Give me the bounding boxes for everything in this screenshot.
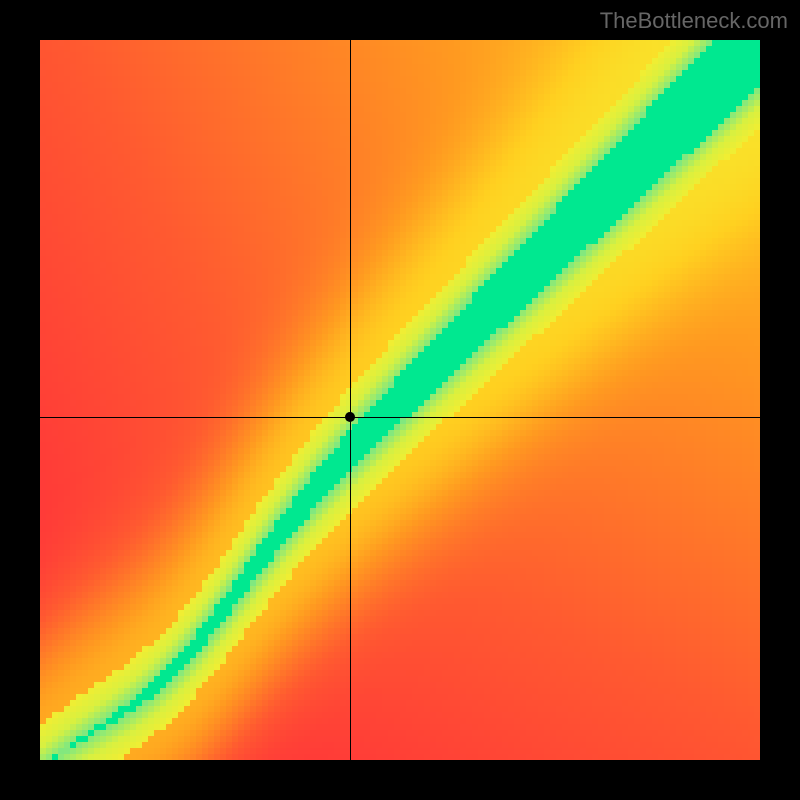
watermark-text: TheBottleneck.com (600, 8, 788, 34)
heatmap-canvas (40, 40, 760, 760)
chart-container: TheBottleneck.com (0, 0, 800, 800)
